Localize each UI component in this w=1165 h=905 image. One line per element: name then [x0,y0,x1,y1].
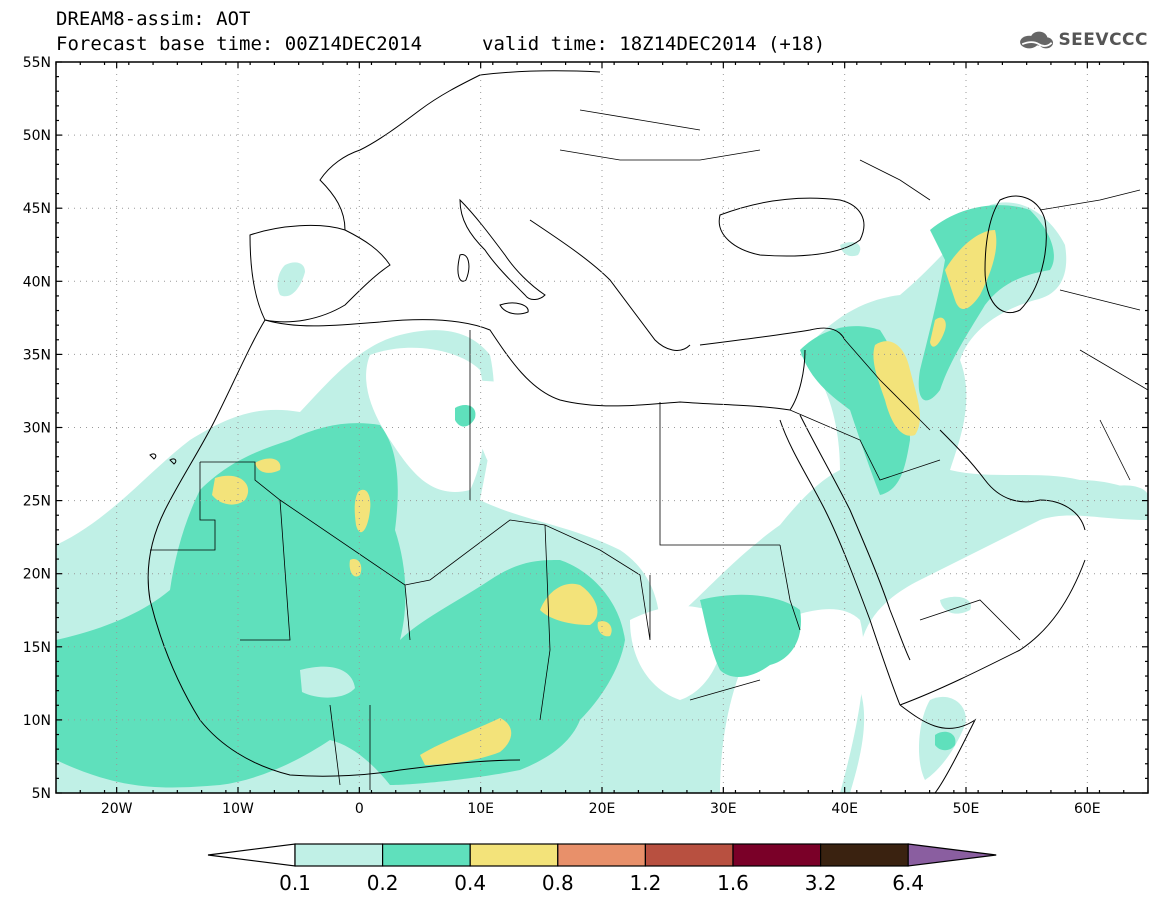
colorbar-segment [732,843,822,867]
cloud-icon [1020,31,1054,49]
lon-label: 10E [467,801,494,817]
forecast-base-time: Forecast base time: 00Z14DEC2014 [56,33,423,55]
colorbar-segment [382,843,471,867]
lon-label: 10W [222,801,254,817]
lat-label: 10N [23,713,51,729]
colorbar-segment [819,843,909,867]
colorbar-label: 1.6 [717,871,749,895]
lat-label: 50N [23,128,51,144]
lat-label: 5N [32,786,51,802]
lat-label: 35N [23,347,51,363]
colorbar-label: 3.2 [805,871,837,895]
lat-label: 25N [23,494,51,510]
country-borders [150,109,1148,790]
lon-label: 50E [953,801,980,817]
aot-shading [56,202,1148,793]
colorbar-labels: 0.1 0.2 0.4 0.8 1.2 1.6 3.2 6.4 [279,871,924,895]
seevccc-logo: SEEVCCC [1018,24,1148,56]
lat-label: 40N [23,274,51,290]
valid-time: valid time: 18Z14DEC2014 (+18) [482,33,826,55]
colorbar-segment [644,843,734,867]
lon-label: 20E [589,801,616,817]
aot-level-0.4 [212,230,997,765]
lon-label: 40E [831,801,858,817]
colorbar-label: 0.2 [367,871,399,895]
gridlines [56,62,1148,793]
lat-label: 45N [23,201,51,217]
lat-label: 30N [23,421,51,437]
lon-label: 0 [355,801,364,817]
lon-label: 30E [710,801,737,817]
colorbar-segment [557,843,646,867]
coastlines [147,70,1086,793]
lon-label: 60E [1074,801,1101,817]
colorbar-label: 0.8 [542,871,574,895]
map-title: DREAM8-assim: AOT [56,8,251,30]
colorbar-label: 0.1 [279,871,311,895]
colorbar [207,843,997,867]
colorbar-label: 1.2 [629,871,661,895]
longitude-labels: 20W 10W 0 10E 20E 30E 40E 50E 60E [101,801,1101,817]
lon-label: 20W [101,801,133,817]
colorbar-label: 6.4 [892,871,924,895]
aot-level-0.2 [56,205,1054,788]
colorbar-segment [294,843,384,867]
lat-label: 55N [23,55,51,71]
colorbar-segment [469,843,559,867]
lat-label: 20N [23,567,51,583]
axis-ticks [55,61,1149,794]
colorbar-over-arrow [907,843,997,867]
lat-label: 15N [23,640,51,656]
colorbar-label: 0.4 [454,871,486,895]
colorbar-under-arrow [207,843,296,867]
logo-text: SEEVCCC [1058,30,1148,50]
latitude-labels: 55N 50N 45N 40N 35N 30N 25N 20N 15N 10N 5N [23,55,51,802]
